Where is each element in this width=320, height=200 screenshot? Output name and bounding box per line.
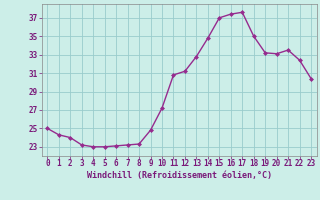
X-axis label: Windchill (Refroidissement éolien,°C): Windchill (Refroidissement éolien,°C) [87,171,272,180]
